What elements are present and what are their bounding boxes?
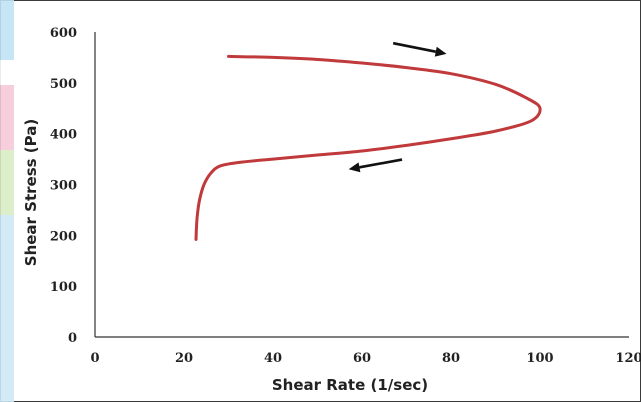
x-axis-title: Shear Rate (1/sec): [272, 376, 428, 394]
y-tick-label: 100: [50, 280, 77, 295]
y-tick-label: 400: [50, 128, 77, 143]
annotation-arrow-head: [348, 162, 361, 173]
x-tick-label: 40: [264, 351, 282, 366]
annotation-arrow-shaft: [359, 158, 403, 169]
x-tick-label: 60: [353, 351, 371, 366]
x-tick-labels: 0 20 40 60 80 100 120: [90, 351, 641, 366]
y-axis-title: Shear Stress (Pa): [22, 119, 40, 266]
x-tick-label: 80: [442, 351, 460, 366]
series-layer: [194, 54, 542, 241]
y-tick-label: 600: [50, 26, 77, 41]
axes: [94, 32, 629, 338]
y-tick-label: 500: [50, 77, 77, 92]
annotations-layer: [348, 41, 447, 173]
decorative-side-strip: [0, 0, 14, 402]
x-tick-label: 120: [615, 351, 641, 366]
y-tick-label: 300: [50, 179, 77, 194]
annotation-arrow-shaft: [392, 41, 437, 53]
x-tick-label: 20: [175, 351, 193, 366]
series-line: [194, 54, 542, 241]
y-tick-labels: 0 100 200 300 400 500 600: [50, 26, 77, 346]
x-tick-label: 100: [526, 351, 553, 366]
annotation-arrow-head: [434, 46, 447, 57]
y-tick-label: 0: [68, 331, 77, 346]
y-tick-label: 200: [50, 229, 77, 244]
x-tick-label: 0: [90, 351, 99, 366]
